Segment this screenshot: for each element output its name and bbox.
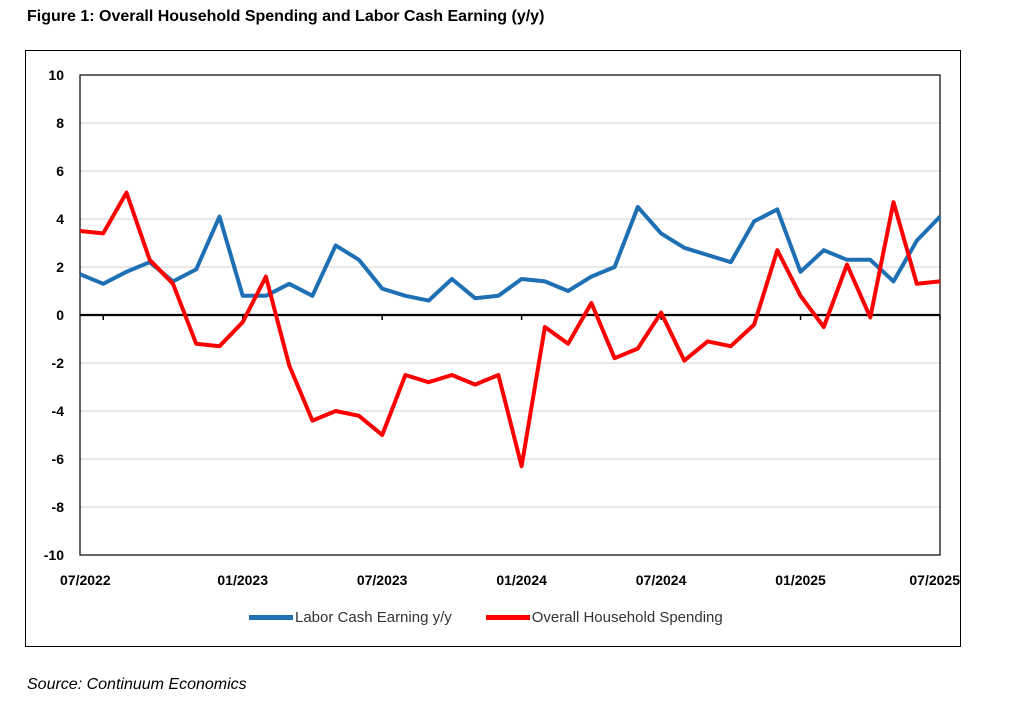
figure-title: Figure 1: Overall Household Spending and… (27, 8, 545, 25)
legend-swatch-spending (485, 615, 530, 620)
y-tick-label: -6 (52, 451, 65, 467)
y-tick-label: -10 (44, 547, 64, 563)
chart-frame: 10 8 6 4 2 0 -2 -4 -6 -8 -10 07/2022 01/2023 07/2023 0… (25, 50, 961, 647)
legend-item-labor: Labor Cash Earning y/y (249, 609, 452, 626)
y-tick-label: -8 (52, 499, 65, 515)
x-tick-label: 07/2023 (357, 572, 408, 588)
x-tick-label: 01/2023 (217, 572, 268, 588)
x-tick-label: 07/2022 (60, 572, 111, 588)
y-tick-label: -4 (52, 403, 65, 419)
x-tick-label: 01/2024 (496, 572, 547, 588)
y-tick-label: 0 (56, 307, 64, 323)
series-line-labor-cash-earning (79, 205, 942, 303)
x-tick-label: 01/2025 (775, 572, 826, 588)
x-tick-label: 07/2024 (636, 572, 687, 588)
chart-legend: Labor Cash Earning y/y Overall Household… (249, 609, 757, 626)
y-tick-label: 10 (48, 67, 64, 83)
source-note: Source: Continuum Economics (27, 676, 247, 693)
legend-label-labor: Labor Cash Earning y/y (295, 609, 452, 626)
y-tick-label: 8 (56, 115, 64, 131)
y-tick-label: -2 (52, 355, 65, 371)
y-tick-label: 6 (56, 163, 64, 179)
y-tick-label: 2 (56, 259, 64, 275)
y-tick-label: 4 (56, 211, 64, 227)
legend-swatch-labor (249, 615, 293, 620)
series-line-household-spending (79, 190, 941, 469)
x-tick-label: 07/2025 (909, 572, 960, 588)
line-chart: 10 8 6 4 2 0 -2 -4 -6 -8 -10 07/2022 01/2023 07/2023 0… (44, 67, 960, 588)
legend-label-spending: Overall Household Spending (531, 609, 723, 626)
legend-item-spending: Overall Household Spending (485, 609, 723, 626)
